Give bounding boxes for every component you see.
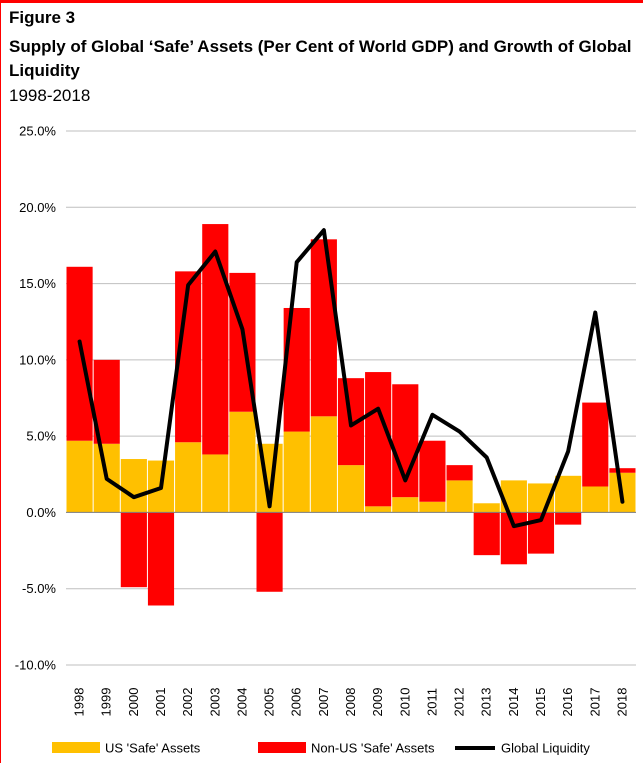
bar-non-us-safe-assets xyxy=(473,512,500,556)
y-tick-label: 10.0% xyxy=(19,352,56,367)
bar-non-us-safe-assets xyxy=(120,512,147,588)
bar-non-us-safe-assets xyxy=(147,512,175,606)
bar-non-us-safe-assets xyxy=(202,224,229,455)
x-tick-label: 2018 xyxy=(614,688,629,717)
legend-non-us-safe-assets-swatch xyxy=(258,742,306,753)
left-red-rule xyxy=(0,0,1,763)
bar-non-us-safe-assets xyxy=(609,468,636,473)
x-tick-label: 2011 xyxy=(424,688,439,716)
legend-non-us-safe-assets-label: Non-US 'Safe' Assets xyxy=(311,741,435,756)
y-tick-label: 0.0% xyxy=(26,505,56,520)
bar-us-safe-assets xyxy=(120,459,147,513)
x-tick-label: 2009 xyxy=(370,688,385,717)
x-tick-label: 2000 xyxy=(126,688,141,717)
global-liquidity-line xyxy=(77,228,625,529)
y-tick-label: 5.0% xyxy=(26,429,56,444)
bar-non-us-safe-assets xyxy=(66,266,93,441)
y-tick-label: -5.0% xyxy=(22,581,56,596)
bar-non-us-safe-assets xyxy=(500,512,527,565)
bar-us-safe-assets xyxy=(337,465,365,513)
x-tick-label: 2014 xyxy=(506,688,521,717)
bar-us-safe-assets xyxy=(365,506,392,513)
bar-us-safe-assets xyxy=(392,497,419,513)
legend-us-safe-assets-label: US 'Safe' Assets xyxy=(105,741,201,756)
x-tick-label: 2016 xyxy=(560,688,575,717)
y-tick-label: 25.0% xyxy=(19,124,56,139)
bar-us-safe-assets xyxy=(310,416,337,513)
x-axis: 1998 1999 2000 2001 2002 2003 2004 2005 2006 2007… xyxy=(66,511,636,717)
bar-us-safe-assets xyxy=(202,454,229,513)
y-axis-tick-labels: 25.0% 20.0% 15.0% 10.0% 5.0% 0.0% -5.0% -10.0% xyxy=(15,124,57,673)
bar-us-safe-assets xyxy=(175,442,202,513)
top-red-rule xyxy=(0,0,643,3)
chart-subtitle: 1998-2018 xyxy=(9,86,91,105)
x-tick-label: 2002 xyxy=(180,688,195,717)
x-tick-label: 1999 xyxy=(99,688,114,717)
bar-us-safe-assets xyxy=(66,440,93,513)
chart-title: Supply of Global ‘Safe’ Assets (Per Cent… xyxy=(9,37,632,80)
x-tick-label: 2003 xyxy=(207,688,222,717)
x-tick-label: 2013 xyxy=(479,688,494,717)
bar-us-safe-assets xyxy=(473,503,500,513)
x-tick-label: 2006 xyxy=(289,688,304,717)
bar-us-safe-assets xyxy=(582,486,609,513)
x-tick-label: 2017 xyxy=(587,688,602,717)
bar-us-safe-assets xyxy=(446,480,473,513)
bar-non-us-safe-assets xyxy=(555,512,582,525)
x-tick-label: 2010 xyxy=(397,688,412,717)
bar-non-us-safe-assets xyxy=(419,440,446,502)
bar-non-us-safe-assets xyxy=(256,512,283,592)
y-tick-label: -10.0% xyxy=(15,658,57,673)
x-tick-label: 2008 xyxy=(343,688,358,717)
legend-global-liquidity-label: Global Liquidity xyxy=(501,741,590,756)
bar-non-us-safe-assets xyxy=(446,465,473,481)
legend: US 'Safe' Assets Non-US 'Safe' Assets Glob… xyxy=(52,741,590,756)
bar-us-safe-assets xyxy=(555,475,582,513)
bar-us-safe-assets xyxy=(229,411,256,513)
y-tick-label: 15.0% xyxy=(19,276,56,291)
bar-us-safe-assets xyxy=(419,501,446,513)
liquidity-line-layer xyxy=(77,228,625,529)
x-tick-label: 2007 xyxy=(316,688,331,717)
x-tick-label: 2004 xyxy=(234,688,249,717)
legend-us-safe-assets-swatch xyxy=(52,742,100,753)
x-tick-label: 2015 xyxy=(533,688,548,717)
x-tick-label: 2012 xyxy=(452,688,467,717)
x-tick-label: 1998 xyxy=(72,688,87,717)
x-tick-label: 2001 xyxy=(153,688,168,717)
figure-label: Figure 3 xyxy=(9,8,76,27)
bar-non-us-safe-assets xyxy=(582,402,609,487)
bar-non-us-safe-assets xyxy=(310,239,337,417)
bar-us-safe-assets xyxy=(283,431,310,513)
y-tick-label: 20.0% xyxy=(19,200,56,215)
bar-non-us-safe-assets xyxy=(365,372,392,507)
x-tick-label: 2005 xyxy=(262,688,277,717)
